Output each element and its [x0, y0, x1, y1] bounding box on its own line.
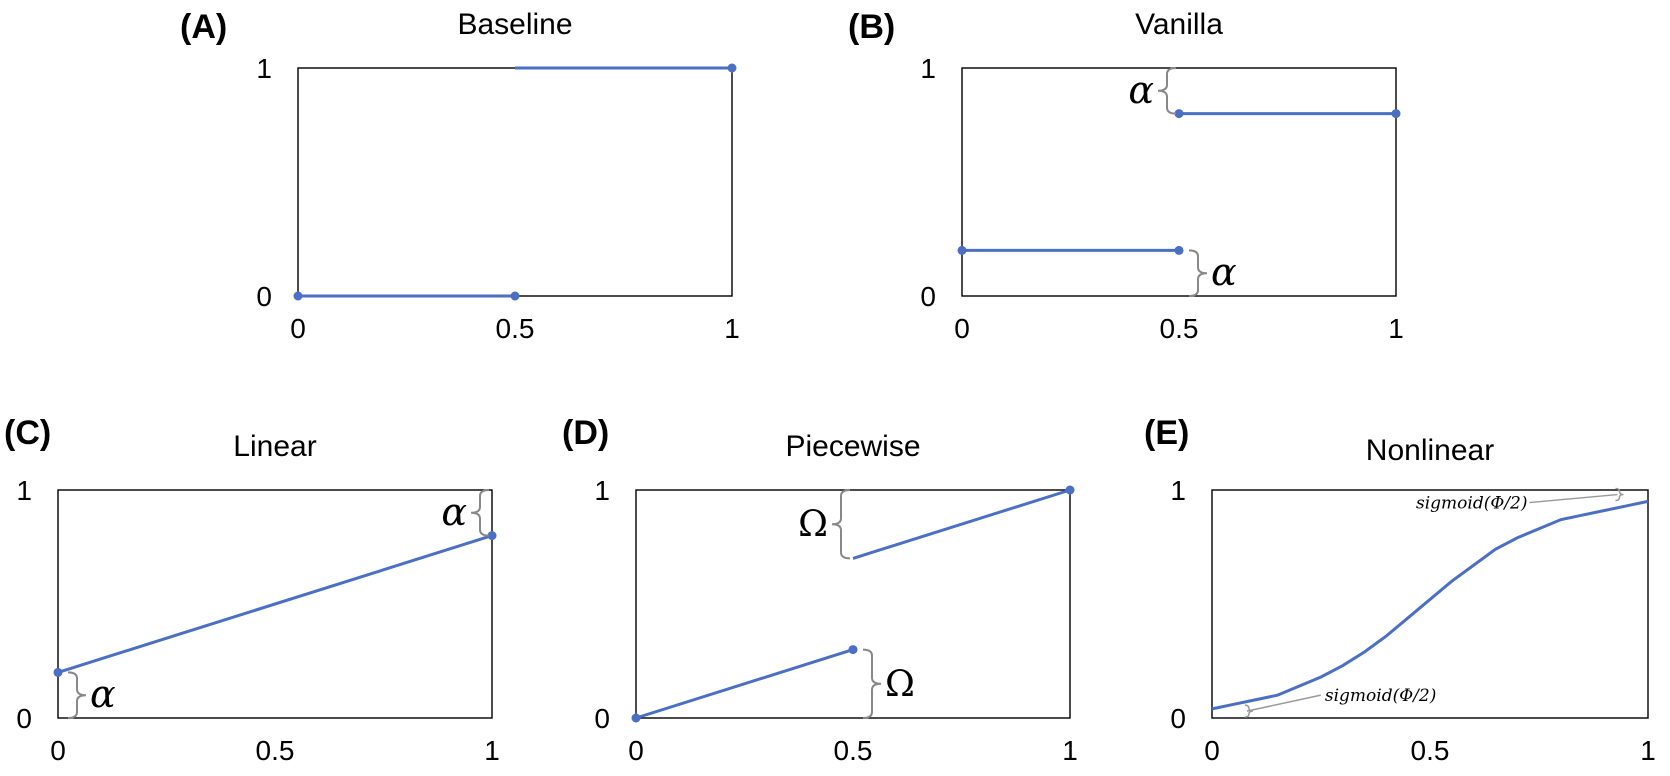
data-point	[848, 645, 858, 655]
y-tick-label: 0	[256, 281, 272, 312]
annotation-leader	[1246, 694, 1322, 712]
sigmoid-label: sigmoid(Φ/2)	[1325, 686, 1436, 706]
chart-title: Nonlinear	[1366, 434, 1494, 467]
annotation-mark	[1244, 704, 1253, 718]
data-point	[1065, 485, 1075, 495]
alpha-label: α	[441, 490, 467, 534]
brace-bracket	[831, 489, 851, 560]
plot-frame	[1211, 489, 1649, 719]
brace-bracket	[862, 648, 882, 719]
data-point	[631, 713, 641, 723]
x-tick-label: 0	[628, 735, 644, 766]
panel-label: (E)	[1144, 414, 1189, 452]
series-line-right	[852, 488, 1071, 560]
panel-vanilla: (B) Vanilla 0 0.5 1 0 1 α α	[848, 8, 1404, 344]
chart-title: Linear	[233, 430, 316, 463]
panel-label: (B)	[848, 8, 895, 46]
y-tick-label: 1	[256, 53, 272, 84]
x-tick-label: 0.5	[834, 735, 873, 766]
x-tick-label: 1	[1388, 313, 1404, 344]
panel-linear: (C) Linear 0 0.5 1 0 1 α α	[4, 414, 500, 766]
x-tick-label: 0	[1204, 735, 1220, 766]
chart-title: Vanilla	[1135, 8, 1223, 41]
data-point	[53, 667, 63, 677]
data-point	[727, 63, 737, 73]
y-tick-label: 1	[1170, 475, 1186, 506]
data-point	[1174, 109, 1184, 119]
plot-frame	[961, 67, 1397, 297]
y-tick-label: 1	[16, 475, 32, 506]
y-tick-label: 0	[920, 281, 936, 312]
series-line-line	[57, 534, 493, 674]
data-point	[487, 531, 497, 541]
x-tick-label: 1	[1640, 735, 1656, 766]
data-point	[510, 291, 520, 301]
alpha-label: α	[1128, 68, 1154, 112]
x-tick-label: 0.5	[1160, 313, 1199, 344]
annotation-leader	[1529, 493, 1618, 504]
brace-bracket	[470, 489, 490, 537]
panel-label: (D)	[562, 414, 609, 452]
panel-nonlinear: (E) Nonlinear 0 0.5 1 0 1 sigmoid(Φ/2) sigmoid(Φ…	[1144, 414, 1656, 766]
series-line-left	[635, 648, 854, 720]
y-tick-label: 0	[1170, 703, 1186, 734]
plot-frame	[297, 67, 733, 297]
plot-frame	[635, 489, 1071, 719]
chart-title: Piecewise	[785, 430, 920, 463]
data-point	[293, 291, 303, 301]
alpha-label: α	[1211, 250, 1237, 294]
y-tick-label: 0	[594, 703, 610, 734]
x-tick-label: 0	[50, 735, 66, 766]
omega-label: Ω	[798, 504, 828, 545]
chart-title: Baseline	[457, 8, 572, 41]
y-tick-label: 1	[920, 53, 936, 84]
plot-frame	[57, 489, 493, 719]
y-tick-label: 0	[16, 703, 32, 734]
panel-baseline: (A) Baseline 0 0.5 1 0 1	[180, 8, 740, 344]
x-tick-label: 1	[1062, 735, 1078, 766]
panel-label: (C)	[4, 414, 51, 452]
y-tick-label: 1	[594, 475, 610, 506]
x-tick-label: 1	[484, 735, 500, 766]
sigmoid-label: sigmoid(Φ/2)	[1416, 494, 1527, 514]
x-tick-label: 1	[724, 313, 740, 344]
brace-bracket	[1188, 249, 1208, 297]
x-tick-label: 0	[290, 313, 306, 344]
brace-bracket	[67, 671, 87, 719]
data-point	[957, 245, 967, 255]
x-tick-label: 0.5	[1411, 735, 1450, 766]
x-tick-label: 0.5	[496, 313, 535, 344]
panel-piecewise: (D) Piecewise 0 0.5 1 0 1 Ω Ω	[562, 414, 1078, 766]
data-point	[1391, 109, 1401, 119]
data-point	[1174, 245, 1184, 255]
x-tick-label: 0.5	[256, 735, 295, 766]
series-line-sigmoid	[1211, 499, 1649, 711]
panel-label: (A)	[180, 8, 227, 46]
omega-label: Ω	[885, 664, 915, 705]
annotation-mark	[1615, 487, 1624, 502]
x-tick-label: 0	[954, 313, 970, 344]
alpha-label: α	[90, 672, 116, 716]
brace-bracket	[1157, 67, 1177, 115]
